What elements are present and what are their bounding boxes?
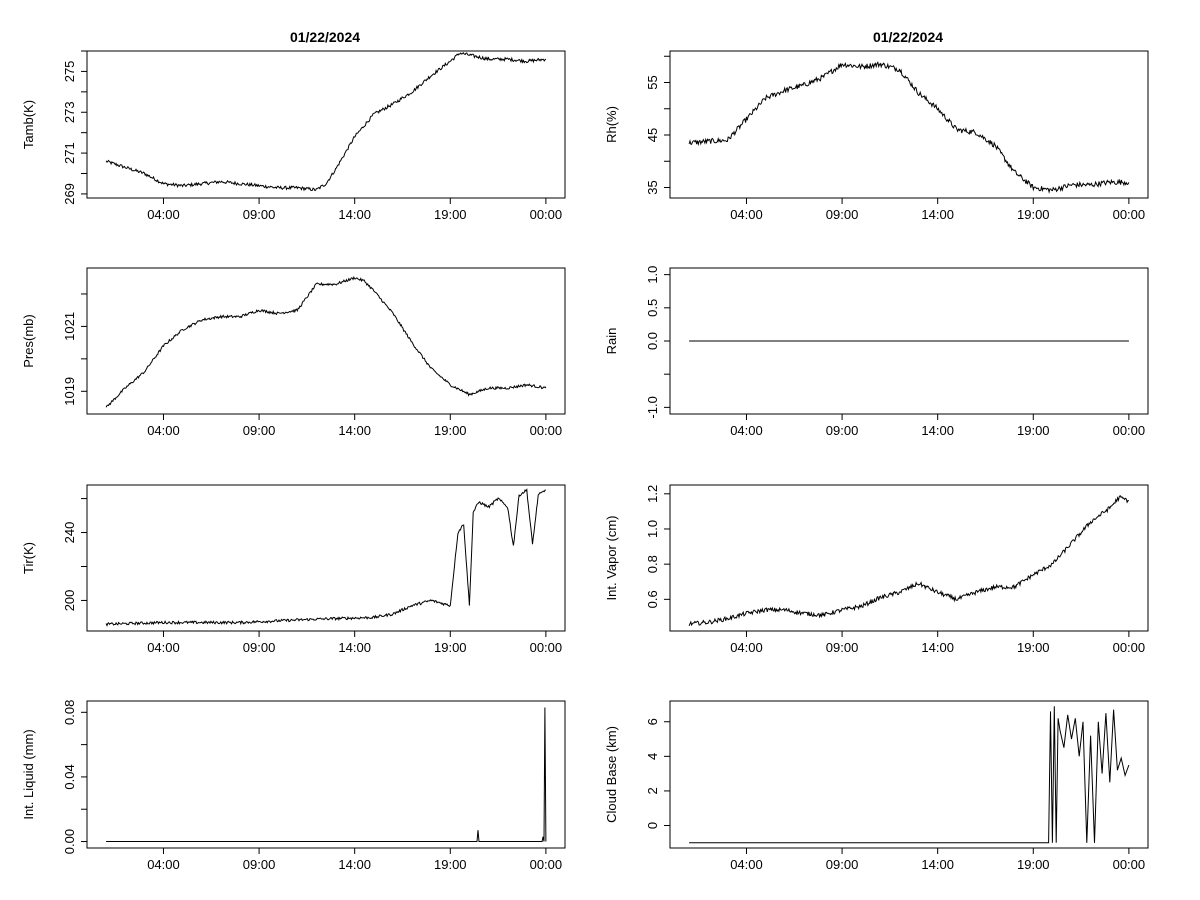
x-tick-label: 19:00 [434, 640, 467, 655]
series-line [689, 706, 1130, 844]
y-tick-label: 6 [645, 718, 660, 725]
y-tick-label: 275 [62, 61, 77, 83]
series-line [688, 494, 1130, 627]
x-tick-label: 00:00 [530, 423, 563, 438]
y-tick-label: -1.0 [645, 396, 660, 418]
panel-tamb: 04:00 09:00 14:00 19:00 00:00 269 271 273 275 Tam… [21, 50, 566, 222]
x-tick-label: 04:00 [730, 423, 763, 438]
plot-frame [669, 484, 1149, 632]
x-tick-label: 09:00 [243, 640, 276, 655]
y-tick-label: 269 [62, 183, 77, 205]
series-line [105, 52, 547, 192]
y-axis-label: Int. Vapor (cm) [604, 515, 619, 600]
y-tick-label: 0.5 [645, 299, 660, 317]
y-axis-label: Int. Liquid (mm) [21, 729, 36, 819]
x-tick-label: 00:00 [530, 857, 563, 872]
panel-tir: 04:00 09:00 14:00 19:00 00:00 200 240 Tir(K) [21, 484, 566, 655]
plot-frame [86, 700, 566, 849]
x-tick-label: 14:00 [921, 423, 954, 438]
x-tick-label: 09:00 [826, 857, 859, 872]
x-tick-label: 19:00 [1017, 640, 1050, 655]
plot-frame [669, 50, 1149, 199]
x-tick-label: 14:00 [338, 640, 371, 655]
x-tick-label: 00:00 [530, 640, 563, 655]
x-tick-label: 14:00 [338, 857, 371, 872]
x-tick-label: 14:00 [338, 423, 371, 438]
y-tick-label: 55 [645, 75, 660, 89]
x-tick-label: 04:00 [730, 640, 763, 655]
y-tick-label: 4 [645, 753, 660, 760]
panel-rain: 04:00 09:00 14:00 19:00 00:00 -1.0 0.0 0.5 1.0 Ra… [604, 266, 1149, 438]
y-tick-label: 35 [645, 180, 660, 194]
x-tick-label: 00:00 [1113, 207, 1146, 222]
plot-frame [86, 484, 566, 632]
y-tick-label: 1.2 [645, 485, 660, 503]
y-tick-label: 45 [645, 128, 660, 142]
x-tick-label: 04:00 [147, 207, 180, 222]
y-tick-label: 0.0 [645, 332, 660, 350]
y-tick-label: 1019 [62, 377, 77, 406]
panel-pres: 04:00 09:00 14:00 19:00 00:00 1019 1021 Pres(mb… [21, 267, 566, 438]
y-axis-label: Rain [604, 328, 619, 355]
x-tick-label: 09:00 [243, 857, 276, 872]
y-axis-label: Rh(%) [604, 106, 619, 143]
x-tick-label: 14:00 [921, 207, 954, 222]
left-column-title: 01/22/2024 [290, 29, 360, 45]
x-tick-label: 09:00 [243, 207, 276, 222]
x-tick-label: 19:00 [434, 857, 467, 872]
x-tick-label: 09:00 [826, 207, 859, 222]
plot-frame [86, 50, 566, 199]
panel-int-vapor: 04:00 09:00 14:00 19:00 00:00 0.6 0.8 1.0 1.2 Int… [604, 484, 1149, 655]
y-tick-label: 0.00 [62, 829, 77, 854]
y-axis-label: Pres(mb) [21, 314, 36, 367]
y-tick-label: 200 [62, 590, 77, 612]
right-column-title: 01/22/2024 [873, 29, 943, 45]
x-tick-label: 04:00 [147, 640, 180, 655]
panel-cloud-base: 04:00 09:00 14:00 19:00 00:00 0 2 4 6 Cloud Base … [604, 700, 1149, 872]
panel-int-liquid: 04:00 09:00 14:00 19:00 00:00 0.00 0.04 0.08 Int… [21, 700, 566, 872]
y-tick-label: 1.0 [645, 520, 660, 538]
x-tick-label: 04:00 [730, 207, 763, 222]
plot-frame [669, 700, 1149, 849]
x-tick-label: 19:00 [434, 423, 467, 438]
x-tick-label: 19:00 [434, 207, 467, 222]
x-tick-label: 14:00 [338, 207, 371, 222]
y-tick-label: 0 [645, 822, 660, 829]
y-tick-label: 271 [62, 142, 77, 164]
plot-frame [86, 267, 566, 415]
y-axis-label: Cloud Base (km) [604, 726, 619, 823]
x-tick-label: 04:00 [147, 423, 180, 438]
x-tick-label: 09:00 [826, 423, 859, 438]
y-axis-label: Tir(K) [21, 542, 36, 574]
x-tick-label: 19:00 [1017, 207, 1050, 222]
y-tick-label: 1.0 [645, 266, 660, 284]
series-line [105, 488, 546, 627]
y-tick-label: 2 [645, 787, 660, 794]
x-tick-label: 00:00 [1113, 640, 1146, 655]
y-axis-label: Tamb(K) [21, 100, 36, 149]
series-line [105, 276, 547, 408]
series-line [106, 707, 547, 842]
x-tick-label: 09:00 [243, 423, 276, 438]
panel-rh: 04:00 09:00 14:00 19:00 00:00 35 45 55 Rh(%) [604, 50, 1149, 222]
x-tick-label: 04:00 [147, 857, 180, 872]
x-tick-label: 14:00 [921, 640, 954, 655]
y-tick-label: 0.6 [645, 590, 660, 608]
y-tick-label: 273 [62, 101, 77, 123]
x-tick-label: 14:00 [921, 857, 954, 872]
x-tick-label: 00:00 [530, 207, 563, 222]
x-tick-label: 09:00 [826, 640, 859, 655]
y-tick-label: 1021 [62, 312, 77, 341]
x-tick-label: 19:00 [1017, 857, 1050, 872]
y-tick-label: 0.08 [62, 700, 77, 725]
x-tick-label: 00:00 [1113, 857, 1146, 872]
x-tick-label: 00:00 [1113, 423, 1146, 438]
y-tick-label: 0.8 [645, 555, 660, 573]
x-tick-label: 04:00 [730, 857, 763, 872]
series-line [688, 61, 1130, 194]
y-tick-label: 0.04 [62, 764, 77, 789]
y-tick-label: 240 [62, 522, 77, 544]
x-tick-label: 19:00 [1017, 423, 1050, 438]
